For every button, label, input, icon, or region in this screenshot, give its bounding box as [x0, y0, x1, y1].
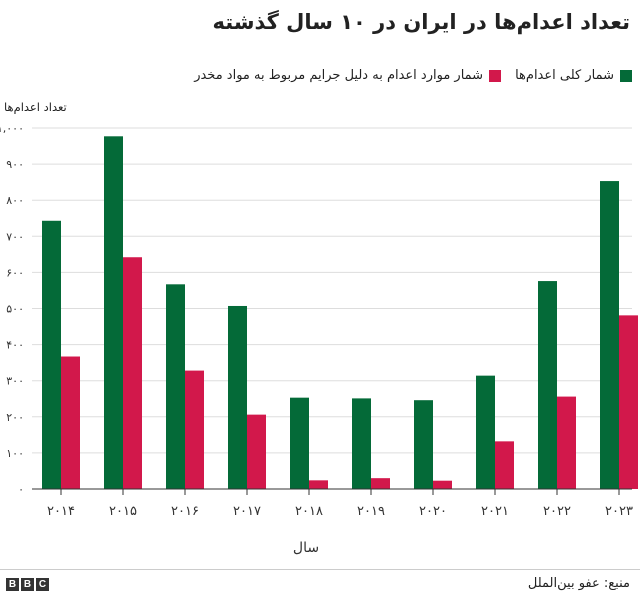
x-tick-label: ۲۰۱۷ — [233, 504, 261, 519]
bbc-logo: B B C — [6, 578, 49, 591]
x-tick-label: ۲۰۱۵ — [109, 504, 137, 519]
legend-label-total: شمار کلی اعدام‌ها — [515, 68, 614, 83]
y-tick-label: ۱,۰۰۰ — [0, 122, 24, 135]
x-tick-label: ۲۰۱۹ — [357, 504, 385, 519]
y-tick-label: ۷۰۰ — [6, 230, 24, 243]
bar-drug — [309, 480, 328, 489]
bar-drug — [123, 257, 142, 489]
bar-total — [538, 281, 557, 489]
bar-drug — [557, 396, 576, 489]
x-tick-label: ۲۰۱۴ — [47, 504, 75, 519]
bar-drug — [371, 478, 390, 489]
bar-total — [166, 284, 185, 489]
x-tick-label: ۲۰۲۱ — [481, 504, 509, 519]
y-tick-label: ۴۰۰ — [6, 339, 24, 352]
bbc-logo-letter: B — [21, 578, 34, 591]
y-tick-label: ۱۰۰ — [6, 447, 24, 460]
bar-total — [290, 397, 309, 489]
x-tick-label: ۲۰۲۰ — [419, 504, 447, 519]
y-tick-label: ۶۰۰ — [6, 266, 24, 279]
legend-item-drug: شمار موارد اعدام به دلیل جرایم مربوط به … — [194, 68, 502, 83]
chart-title: تعداد اعدام‌ها در ایران در ۱۰ سال گذشته — [212, 10, 630, 34]
legend-swatch-total — [620, 69, 632, 82]
bar-drug — [619, 315, 638, 489]
x-axis-label: سال — [293, 540, 319, 556]
bar-drug — [61, 356, 80, 489]
footer-divider — [0, 569, 640, 570]
y-tick-label: ۳۰۰ — [6, 375, 24, 388]
y-tick-label: ۲۰۰ — [6, 411, 24, 424]
legend-swatch-drug — [489, 69, 502, 82]
bar-total — [476, 375, 495, 489]
x-tick-label: ۲۰۲۳ — [605, 504, 633, 519]
y-tick-label: ۹۰۰ — [6, 158, 24, 171]
x-tick-label: ۲۰۱۶ — [171, 504, 199, 519]
bbc-logo-letter: C — [36, 578, 49, 591]
bbc-logo-letter: B — [6, 578, 19, 591]
x-tick-label: ۲۰۲۲ — [543, 504, 571, 519]
y-axis-label: تعداد اعدام‌ها — [4, 100, 67, 114]
bar-total — [228, 305, 247, 489]
bar-drug — [433, 480, 452, 489]
bar-total — [42, 220, 61, 490]
x-tick-label: ۲۰۱۸ — [295, 504, 323, 519]
bar-total — [414, 400, 433, 489]
chart-legend: شمار کلی اعدام‌ها شمار موارد اعدام به دل… — [180, 68, 632, 83]
legend-label-drug: شمار موارد اعدام به دلیل جرایم مربوط به … — [194, 68, 484, 83]
bar-total — [352, 398, 371, 489]
source-note: منبع: عفو بین‌الملل — [527, 576, 630, 591]
bar-drug — [495, 441, 514, 489]
legend-item-total: شمار کلی اعدام‌ها — [515, 68, 632, 83]
bar-total — [600, 181, 619, 489]
bar-drug — [247, 414, 266, 489]
bar-drug — [185, 370, 204, 489]
y-tick-label: ۰ — [18, 483, 24, 496]
y-tick-label: ۵۰۰ — [6, 303, 24, 316]
y-tick-label: ۸۰۰ — [6, 194, 24, 207]
bar-total — [104, 136, 123, 490]
